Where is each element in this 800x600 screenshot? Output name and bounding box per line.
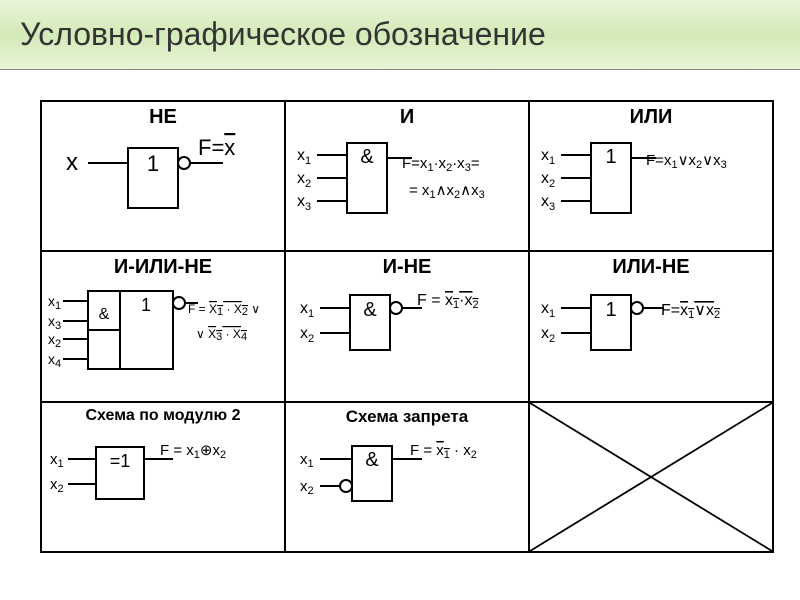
gate-aon-svg: & 1 x1 x3 x2 x4 F = X1 · X2 ∨ ∨ X3 · X4 bbox=[48, 283, 278, 393]
svg-text:F = x1⊕x2: F = x1⊕x2 bbox=[160, 442, 226, 461]
gate-xor-svg: =1 x1 x2 F = x1⊕x2 bbox=[48, 429, 278, 524]
svg-text:&: & bbox=[360, 146, 374, 168]
cell-title-and: И bbox=[292, 106, 522, 129]
svg-text:=1: =1 bbox=[110, 451, 131, 471]
svg-text:F=x1·x2·x3=: F=x1·x2·x3= bbox=[402, 155, 480, 174]
svg-text:F=x1∨x2∨x3: F=x1∨x2∨x3 bbox=[646, 152, 727, 171]
cell-title-nor: ИЛИ-НЕ bbox=[536, 256, 766, 279]
cell-empty-crossed bbox=[529, 402, 773, 552]
svg-text:x3: x3 bbox=[541, 193, 555, 213]
svg-text:x2: x2 bbox=[541, 325, 555, 345]
svg-text:x4: x4 bbox=[48, 351, 61, 370]
gate-inhibit-svg: & x1 x2 F = x1 · x2 bbox=[292, 431, 522, 526]
gate-nand-svg: & x1 x2 F = x1·x2 bbox=[292, 283, 522, 383]
svg-text:x3: x3 bbox=[48, 313, 61, 332]
svg-text:x1: x1 bbox=[50, 451, 64, 470]
svg-text:x2: x2 bbox=[541, 170, 555, 190]
svg-text:x3: x3 bbox=[297, 193, 311, 213]
svg-text:F=x: F=x bbox=[198, 135, 235, 160]
gate-not-svg: 1 x F=x bbox=[48, 133, 268, 238]
svg-text:F = x1 · x2: F = x1 · x2 bbox=[410, 442, 477, 461]
svg-text:x2: x2 bbox=[300, 325, 314, 345]
svg-text:= x1∧x2∧x3: = x1∧x2∧x3 bbox=[409, 182, 485, 201]
cell-and: И & x1 x2 x3 F=x1·x2·x3= = x1∧x2∧x3 bbox=[285, 101, 529, 251]
svg-text:x: x bbox=[66, 149, 78, 176]
svg-text:x1: x1 bbox=[541, 300, 555, 320]
gate-and-svg: & x1 x2 x3 F=x1·x2·x3= = x1∧x2∧x3 bbox=[292, 133, 522, 238]
svg-text:x2: x2 bbox=[300, 478, 314, 497]
svg-text:x1: x1 bbox=[48, 293, 61, 312]
cell-nor: ИЛИ-НЕ 1 x1 x2 F=x1∨x2 bbox=[529, 251, 773, 402]
cell-not: НЕ 1 x F=x bbox=[41, 101, 285, 251]
svg-text:x1: x1 bbox=[300, 451, 314, 470]
svg-text:x2: x2 bbox=[50, 476, 64, 495]
cell-nand: И-НЕ & x1 x2 F = x1·x2 bbox=[285, 251, 529, 402]
svg-text:∨ X3 · X4: ∨ X3 · X4 bbox=[196, 327, 247, 343]
svg-text:&: & bbox=[363, 299, 377, 321]
svg-text:F = X1 · X2 ∨: F = X1 · X2 ∨ bbox=[188, 302, 260, 318]
title-bar: Условно-графическое обозначение bbox=[0, 0, 800, 70]
svg-text:&: & bbox=[365, 449, 379, 471]
svg-text:1: 1 bbox=[605, 299, 616, 321]
page-title: Условно-графическое обозначение bbox=[20, 16, 546, 53]
cell-title-not: НЕ bbox=[48, 106, 278, 129]
cell-and-or-not: И-ИЛИ-НЕ & 1 x1 x3 x2 x4 F = X1 · X2 ∨ ∨… bbox=[41, 251, 285, 402]
gates-grid: НЕ 1 x F=x И & x1 x2 x3 F=x1·x2·x3= = x1… bbox=[40, 100, 774, 553]
svg-text:1: 1 bbox=[147, 151, 159, 176]
svg-text:&: & bbox=[99, 306, 110, 323]
cross-icon bbox=[530, 403, 772, 551]
svg-text:F = x1·x2: F = x1·x2 bbox=[417, 292, 479, 311]
gate-or-svg: 1 x1 x2 x3 F=x1∨x2∨x3 bbox=[536, 133, 766, 238]
cell-title-aon: И-ИЛИ-НЕ bbox=[48, 256, 278, 279]
cell-xor: Схема по модулю 2 =1 x1 x2 F = x1⊕x2 bbox=[41, 402, 285, 552]
svg-text:1: 1 bbox=[141, 295, 151, 315]
cell-or: ИЛИ 1 x1 x2 x3 F=x1∨x2∨x3 bbox=[529, 101, 773, 251]
gate-nor-svg: 1 x1 x2 F=x1∨x2 bbox=[536, 283, 766, 383]
cell-title-or: ИЛИ bbox=[536, 106, 766, 129]
cell-title-xor: Схема по модулю 2 bbox=[48, 407, 278, 425]
svg-text:1: 1 bbox=[605, 146, 616, 168]
svg-text:F=x1∨x2: F=x1∨x2 bbox=[661, 302, 720, 321]
svg-text:x1: x1 bbox=[300, 300, 314, 320]
svg-text:x1: x1 bbox=[297, 147, 311, 167]
cell-title-nand: И-НЕ bbox=[292, 256, 522, 279]
svg-text:x2: x2 bbox=[48, 331, 61, 350]
cell-inhibit: Схема запрета & x1 x2 F = x1 · x2 bbox=[285, 402, 529, 552]
diagram-grid-wrap: НЕ 1 x F=x И & x1 x2 x3 F=x1·x2·x3= = x1… bbox=[0, 70, 800, 563]
cell-title-inhibit: Схема запрета bbox=[292, 407, 522, 427]
svg-text:x1: x1 bbox=[541, 147, 555, 167]
svg-text:x2: x2 bbox=[297, 170, 311, 190]
